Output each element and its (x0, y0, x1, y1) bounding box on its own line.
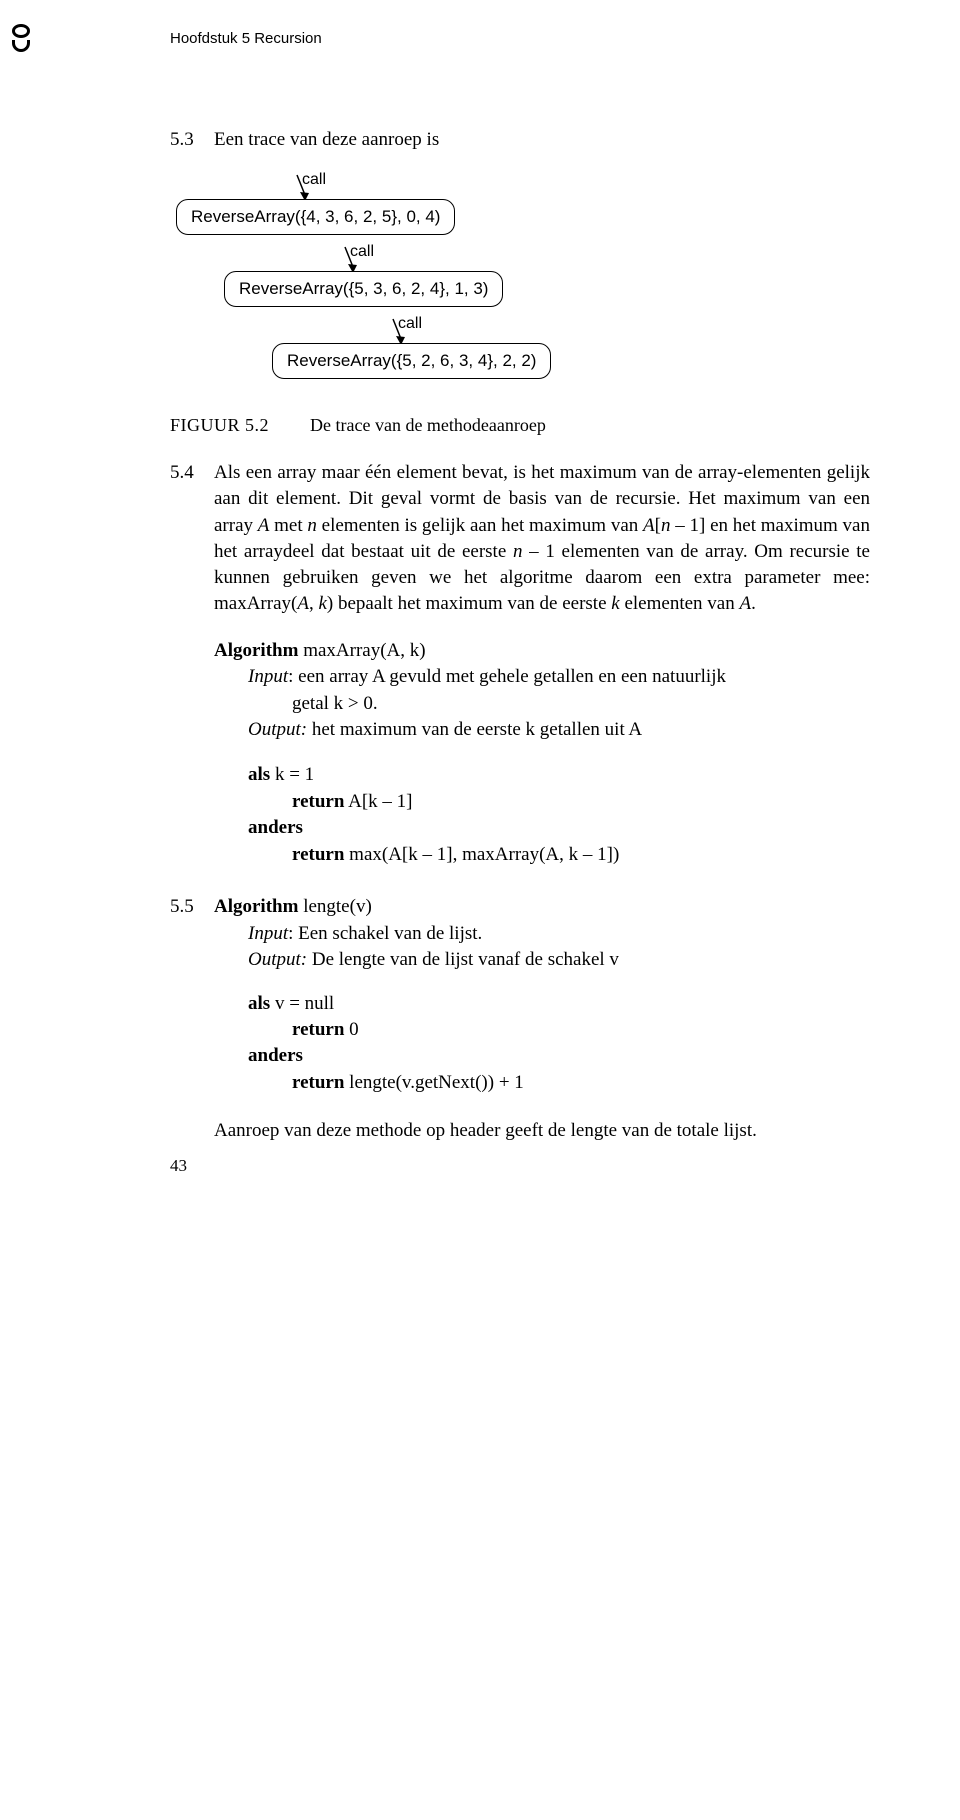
figure-label: FIGUUR 5.2 (170, 415, 310, 436)
section-number: 5.5 (170, 896, 214, 918)
section-5-3: 5.3 Een trace van deze aanroep is (170, 127, 870, 153)
section-5-5: 5.5 Algorithm lengte(v) Input: Een schak… (170, 894, 870, 1096)
section-5-4: 5.4 Als een array maar één element bevat… (170, 460, 870, 617)
figure-caption: FIGUUR 5.2 De trace van de methodeaanroe… (170, 415, 870, 436)
publisher-logo (12, 24, 30, 52)
call-trace-diagram: call ReverseArray({4, 3, 6, 2, 5}, 0, 4)… (176, 171, 870, 401)
call-box-1: ReverseArray({4, 3, 6, 2, 5}, 0, 4) (176, 199, 455, 235)
page-number: 43 (170, 1156, 187, 1176)
section-number: 5.4 (170, 462, 214, 484)
running-header: Hoofdstuk 5 Recursion (170, 30, 870, 47)
algorithm-lengte: Algorithm lengte(v) Input: Een schakel v… (214, 894, 870, 1096)
closing-sentence: Aanroep van deze methode op header geeft… (214, 1118, 870, 1144)
section-number: 5.3 (170, 129, 214, 151)
page: Hoofdstuk 5 Recursion 5.3 Een trace van … (0, 0, 960, 1204)
call-box-2: ReverseArray({5, 3, 6, 2, 4}, 1, 3) (224, 271, 503, 307)
algorithm-maxarray: Algorithm maxArray(A, k) Input: een arra… (214, 638, 870, 869)
call-box-3: ReverseArray({5, 2, 6, 3, 4}, 2, 2) (272, 343, 551, 379)
section-text: Als een array maar één element bevat, is… (214, 460, 870, 617)
figure-text: De trace van de methodeaanroep (310, 415, 546, 436)
section-text: Een trace van deze aanroep is (214, 127, 870, 153)
